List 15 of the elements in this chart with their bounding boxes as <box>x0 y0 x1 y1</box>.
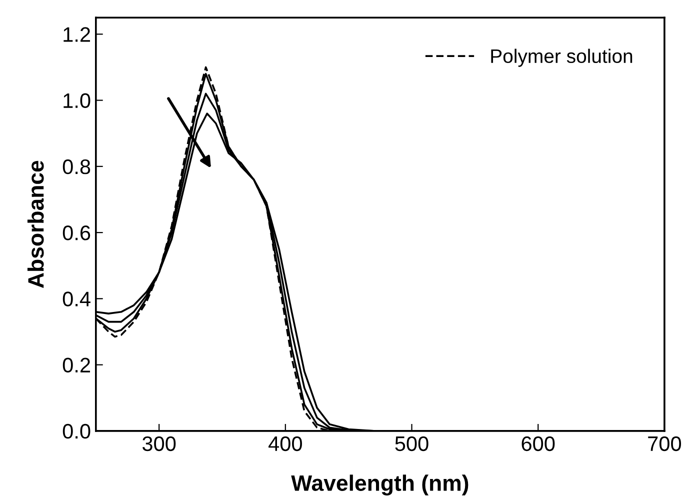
y-tick-label: 1.0 <box>64 93 90 108</box>
y-tick-label: 0.0 <box>62 424 90 439</box>
y-axis-title: Absorbance <box>27 160 44 288</box>
x-tick-label: 400 <box>268 436 302 452</box>
legend-label: Polymer solution <box>491 48 632 67</box>
x-axis-title: Wavelength (nm) <box>291 474 468 496</box>
y-tick-label: 0.8 <box>62 159 90 174</box>
x-tick-label: 600 <box>522 436 555 452</box>
x-tick-label: 300 <box>142 436 176 452</box>
x-tick-label: 500 <box>395 436 428 452</box>
y-tick-label: 0.2 <box>62 358 90 373</box>
x-tick-label: 700 <box>648 436 682 452</box>
y-tick-label: 0.4 <box>62 292 90 306</box>
y-tick-label: 0.6 <box>62 226 90 240</box>
y-tick-label: 1.2 <box>64 27 90 42</box>
